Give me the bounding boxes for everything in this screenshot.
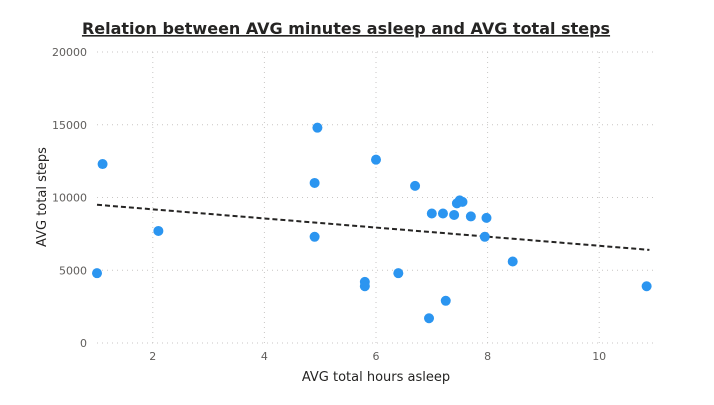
data-point bbox=[641, 281, 652, 292]
chart-title: Relation between AVG minutes asleep and … bbox=[82, 19, 610, 38]
x-tick-label: 6 bbox=[373, 350, 380, 363]
data-point bbox=[359, 281, 370, 292]
data-point bbox=[153, 225, 164, 236]
data-point bbox=[457, 196, 468, 207]
data-point bbox=[440, 295, 451, 306]
x-axis-ticks: 2 4 6 8 10 bbox=[149, 350, 606, 363]
data-point bbox=[437, 208, 448, 219]
data-point bbox=[393, 268, 404, 279]
trend-line bbox=[96, 203, 650, 251]
y-axis-label: AVG total steps bbox=[35, 147, 50, 247]
x-tick-label: 2 bbox=[149, 350, 156, 363]
data-point bbox=[424, 313, 435, 324]
y-tick-label: 10000 bbox=[52, 192, 87, 205]
y-tick-label: 5000 bbox=[59, 264, 87, 277]
data-points bbox=[92, 122, 652, 324]
data-point bbox=[410, 180, 421, 191]
data-point bbox=[312, 122, 323, 133]
data-point bbox=[507, 256, 518, 267]
data-point bbox=[449, 209, 460, 220]
x-axis-label: AVG total hours asleep bbox=[302, 370, 450, 385]
data-point bbox=[92, 268, 102, 279]
x-tick-label: 8 bbox=[484, 350, 491, 363]
y-axis-ticks: 0 5000 10000 15000 20000 bbox=[52, 46, 87, 350]
y-tick-label: 20000 bbox=[52, 46, 87, 59]
data-point bbox=[465, 211, 476, 222]
y-tick-label: 15000 bbox=[52, 119, 87, 132]
grid bbox=[97, 51, 655, 344]
data-point bbox=[481, 212, 492, 223]
y-tick-label: 0 bbox=[80, 337, 87, 350]
data-point bbox=[309, 177, 320, 188]
data-point bbox=[371, 154, 381, 165]
x-tick-label: 4 bbox=[261, 350, 268, 363]
data-point bbox=[479, 231, 490, 242]
data-point bbox=[309, 231, 320, 242]
x-tick-label: 10 bbox=[592, 350, 606, 363]
data-point bbox=[426, 208, 437, 219]
data-point bbox=[97, 159, 108, 170]
